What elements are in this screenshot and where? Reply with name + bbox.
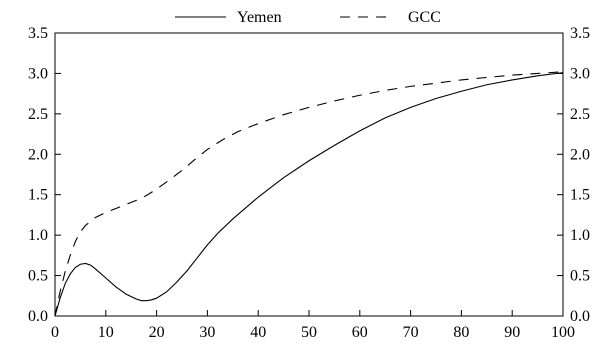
- y-tick-label-right: 1.5: [570, 187, 590, 204]
- y-tick-label-right: 2.5: [570, 106, 590, 123]
- y-tick-label-right: 0.5: [570, 268, 590, 285]
- y-tick-label-left: 1.5: [28, 187, 48, 204]
- x-tick-label: 20: [149, 324, 165, 341]
- y-tick-label-left: 2.0: [28, 146, 48, 163]
- y-tick-label-right: 2.0: [570, 146, 590, 163]
- legend: Yemen GCC: [175, 9, 441, 26]
- plot-frame: [54, 32, 564, 317]
- x-tick-label: 40: [250, 324, 266, 341]
- y-tick-label-right: 1.0: [570, 227, 590, 244]
- legend-label-yemen: Yemen: [237, 9, 282, 26]
- x-tick-label: 10: [98, 324, 114, 341]
- x-tick-label: 30: [199, 324, 215, 341]
- y-tick-label-left: 1.0: [28, 227, 48, 244]
- y-tick-label-right: 0.0: [570, 308, 590, 325]
- data-series: [54, 71, 564, 317]
- y-tick-label-left: 0.5: [28, 268, 48, 285]
- x-tick-label: 100: [551, 324, 575, 341]
- x-tick-label: 90: [504, 324, 520, 341]
- y-tick-label-right: 3.0: [570, 65, 590, 82]
- y-tick-label-left: 3.0: [28, 65, 48, 82]
- y-tick-label-left: 3.5: [28, 25, 48, 42]
- y-tick-label-left: 0.0: [28, 308, 48, 325]
- x-tick-label: 60: [352, 324, 368, 341]
- y-tick-label-right: 3.5: [570, 25, 590, 42]
- series-line-yemen: [54, 72, 564, 317]
- x-tick-label: 0: [51, 324, 59, 341]
- legend-label-gcc: GCC: [408, 9, 441, 26]
- x-tick-label: 80: [453, 324, 469, 341]
- y-tick-label-left: 2.5: [28, 106, 48, 123]
- series-line-gcc: [54, 71, 564, 317]
- axis-ticks: 0.0 0.0 0.5 0.5 1.0 1.0 1.5 1.5 2.0 2.0 2.5 2.5 3.0 3…: [28, 25, 590, 341]
- x-tick-label: 50: [301, 324, 317, 341]
- x-tick-label: 70: [403, 324, 419, 341]
